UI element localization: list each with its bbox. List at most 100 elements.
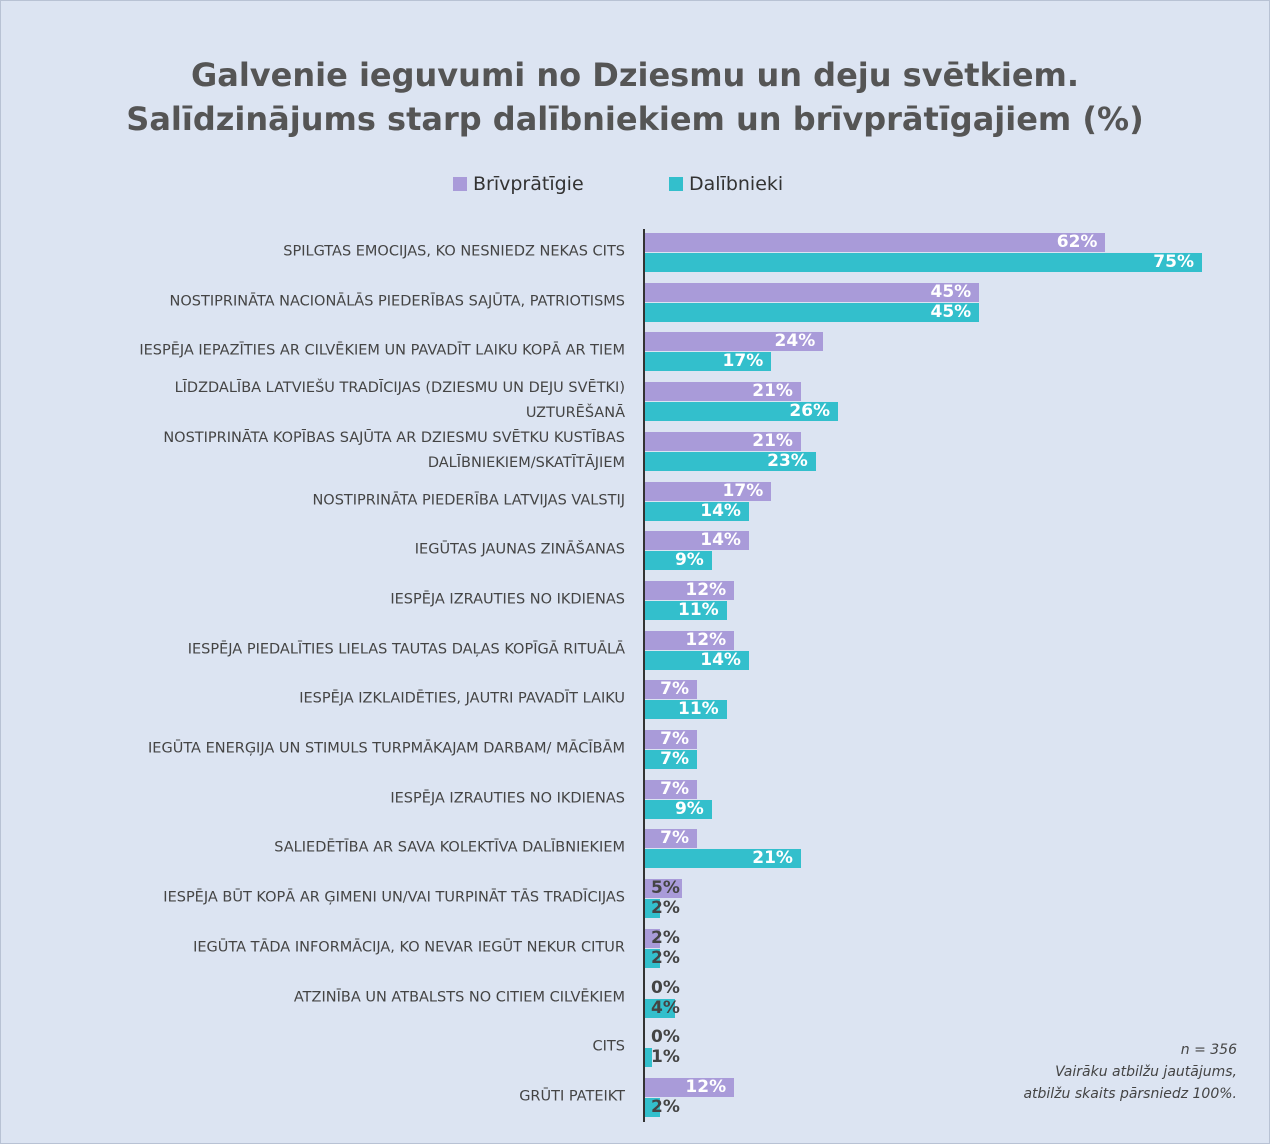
value-label: 17%	[722, 480, 764, 501]
value-label: 2%	[651, 947, 680, 968]
bar	[645, 650, 749, 670]
value-label: 21%	[752, 848, 793, 869]
bar	[645, 630, 735, 650]
legend-label: Dalībnieki	[689, 173, 784, 195]
legend-swatch	[453, 177, 467, 191]
bar	[645, 730, 697, 749]
legend-item: Brīvprātīgie	[453, 173, 584, 195]
bar	[645, 700, 727, 720]
bar	[645, 431, 801, 451]
value-label: 7%	[660, 679, 689, 700]
value-label: 26%	[789, 401, 831, 422]
legend-item: Dalībnieki	[669, 173, 783, 195]
bar	[645, 998, 675, 1018]
category-label: IESPĒJA IZRAUTIES NO IKDIENAS	[390, 591, 625, 608]
value-label: 11%	[677, 699, 719, 720]
bar	[645, 600, 727, 620]
value-label: 7%	[660, 749, 689, 769]
value-label: 7%	[660, 729, 689, 749]
value-label: 14%	[700, 649, 741, 670]
value-label: 45%	[930, 281, 972, 302]
value-label: 7%	[660, 828, 689, 849]
category-label: LĪDZDALĪBA LATVIEŠU TRADĪCIJAS (DZIESMU …	[174, 380, 625, 422]
value-label: 0%	[651, 1027, 680, 1048]
note: n = 356	[1180, 1042, 1237, 1058]
category-label: IEGŪTA ENERĢIJA UN STIMULS TURPMĀKAJAM D…	[148, 740, 625, 757]
category-label: IEGŪTAS JAUNAS ZINĀŠANAS	[414, 541, 625, 558]
legend-swatch	[669, 177, 683, 191]
category-label: IEGŪTA TĀDA INFORMĀCIJA, KO NEVAR IEGŪT …	[193, 939, 625, 956]
bar	[645, 302, 980, 322]
category-label: IESPĒJA PIEDALĪTIES LIELAS TAUTAS DAĻAS …	[187, 641, 625, 658]
bar	[645, 481, 772, 501]
value-label: 2%	[651, 898, 680, 919]
value-label: 23%	[767, 450, 808, 471]
value-label: 12%	[685, 579, 727, 600]
value-label: 0%	[651, 977, 680, 998]
axis-line	[643, 229, 645, 1122]
bar	[645, 849, 801, 869]
chart-title: Galvenie ieguvumi no Dziesmu un deju svē…	[126, 56, 1144, 138]
bar	[645, 253, 1202, 272]
bar	[645, 233, 1106, 252]
value-label: 4%	[651, 997, 680, 1018]
value-label: 62%	[1056, 232, 1098, 252]
bar	[645, 580, 735, 600]
value-label: 2%	[651, 927, 680, 948]
bar	[645, 799, 712, 819]
bar	[645, 332, 824, 352]
bar	[645, 402, 839, 422]
category-label: SALIEDĒTĪBA AR SAVA KOLEKTĪVA DALĪBNIEKI…	[274, 839, 625, 856]
value-label: 7%	[660, 778, 689, 799]
value-label: 21%	[752, 381, 793, 402]
bar	[645, 531, 749, 551]
category-label: ATZINĪBA UN ATBALSTS NO CITIEM CILVĒKIEM	[293, 989, 625, 1005]
bar	[645, 779, 697, 799]
category-label: IESPĒJA IZRAUTIES NO IKDIENAS	[390, 790, 625, 807]
value-label: 5%	[651, 878, 680, 899]
value-label: 9%	[674, 798, 704, 819]
value-label: 14%	[700, 500, 741, 521]
value-label: 12%	[685, 629, 727, 650]
bar	[645, 1077, 735, 1097]
value-label: 2%	[651, 1096, 680, 1117]
bar	[645, 879, 683, 899]
bar	[645, 1097, 660, 1117]
value-label: 9%	[674, 550, 704, 571]
value-label: 12%	[685, 1076, 727, 1097]
category-label: IESPĒJA IEPAZĪTIES AR CILVĒKIEM UN PAVAD…	[139, 342, 625, 359]
bar	[645, 928, 660, 948]
value-label: 45%	[930, 301, 972, 322]
category-label: IESPĒJA BŪT KOPĀ AR ĢIMENI UN/VAI TURPIN…	[163, 889, 625, 906]
bar	[645, 680, 697, 700]
value-label: 21%	[752, 430, 793, 451]
bar	[645, 282, 980, 302]
value-label: 75%	[1153, 252, 1194, 272]
value-label: 17%	[722, 351, 764, 372]
bar	[645, 1048, 653, 1068]
value-label: 1%	[651, 1047, 680, 1068]
category-label: GRŪTI PATEIKT	[519, 1088, 625, 1105]
category-label: NOSTIPRINĀTA NACIONĀLĀS PIEDERĪBAS SAJŪT…	[169, 293, 625, 310]
note: Vairāku atbilžu jautājums, atbilžu skait…	[1023, 1064, 1237, 1102]
value-label: 11%	[677, 599, 719, 620]
category-label: NOSTIPRINĀTA PIEDERĪBA LATVIJAS VALSTIJ	[312, 492, 625, 508]
bar	[645, 750, 697, 769]
bar	[645, 551, 712, 571]
value-label: 24%	[774, 331, 816, 352]
value-label: 14%	[700, 530, 741, 551]
category-label: NOSTIPRINĀTA KOPĪBAS SAJŪTA AR DZIESMU S…	[163, 429, 625, 471]
bar	[645, 948, 660, 968]
bar	[645, 501, 749, 521]
category-label: IESPĒJA IZKLAIDĒTIES, JAUTRI PAVADĪT LAI…	[299, 690, 625, 707]
bar	[645, 451, 816, 471]
category-label: SPILGTAS EMOCIJAS, KO NESNIEDZ NEKAS CIT…	[283, 243, 625, 260]
notes: n = 356 Vairāku atbilžu jautājums, atbilž…	[1023, 1039, 1237, 1105]
bar	[645, 829, 697, 849]
bar	[645, 899, 660, 919]
legend-label: Brīvprātīgie	[473, 173, 584, 195]
bar	[645, 382, 801, 402]
bar	[645, 352, 772, 372]
category-label: CITS	[592, 1038, 625, 1055]
